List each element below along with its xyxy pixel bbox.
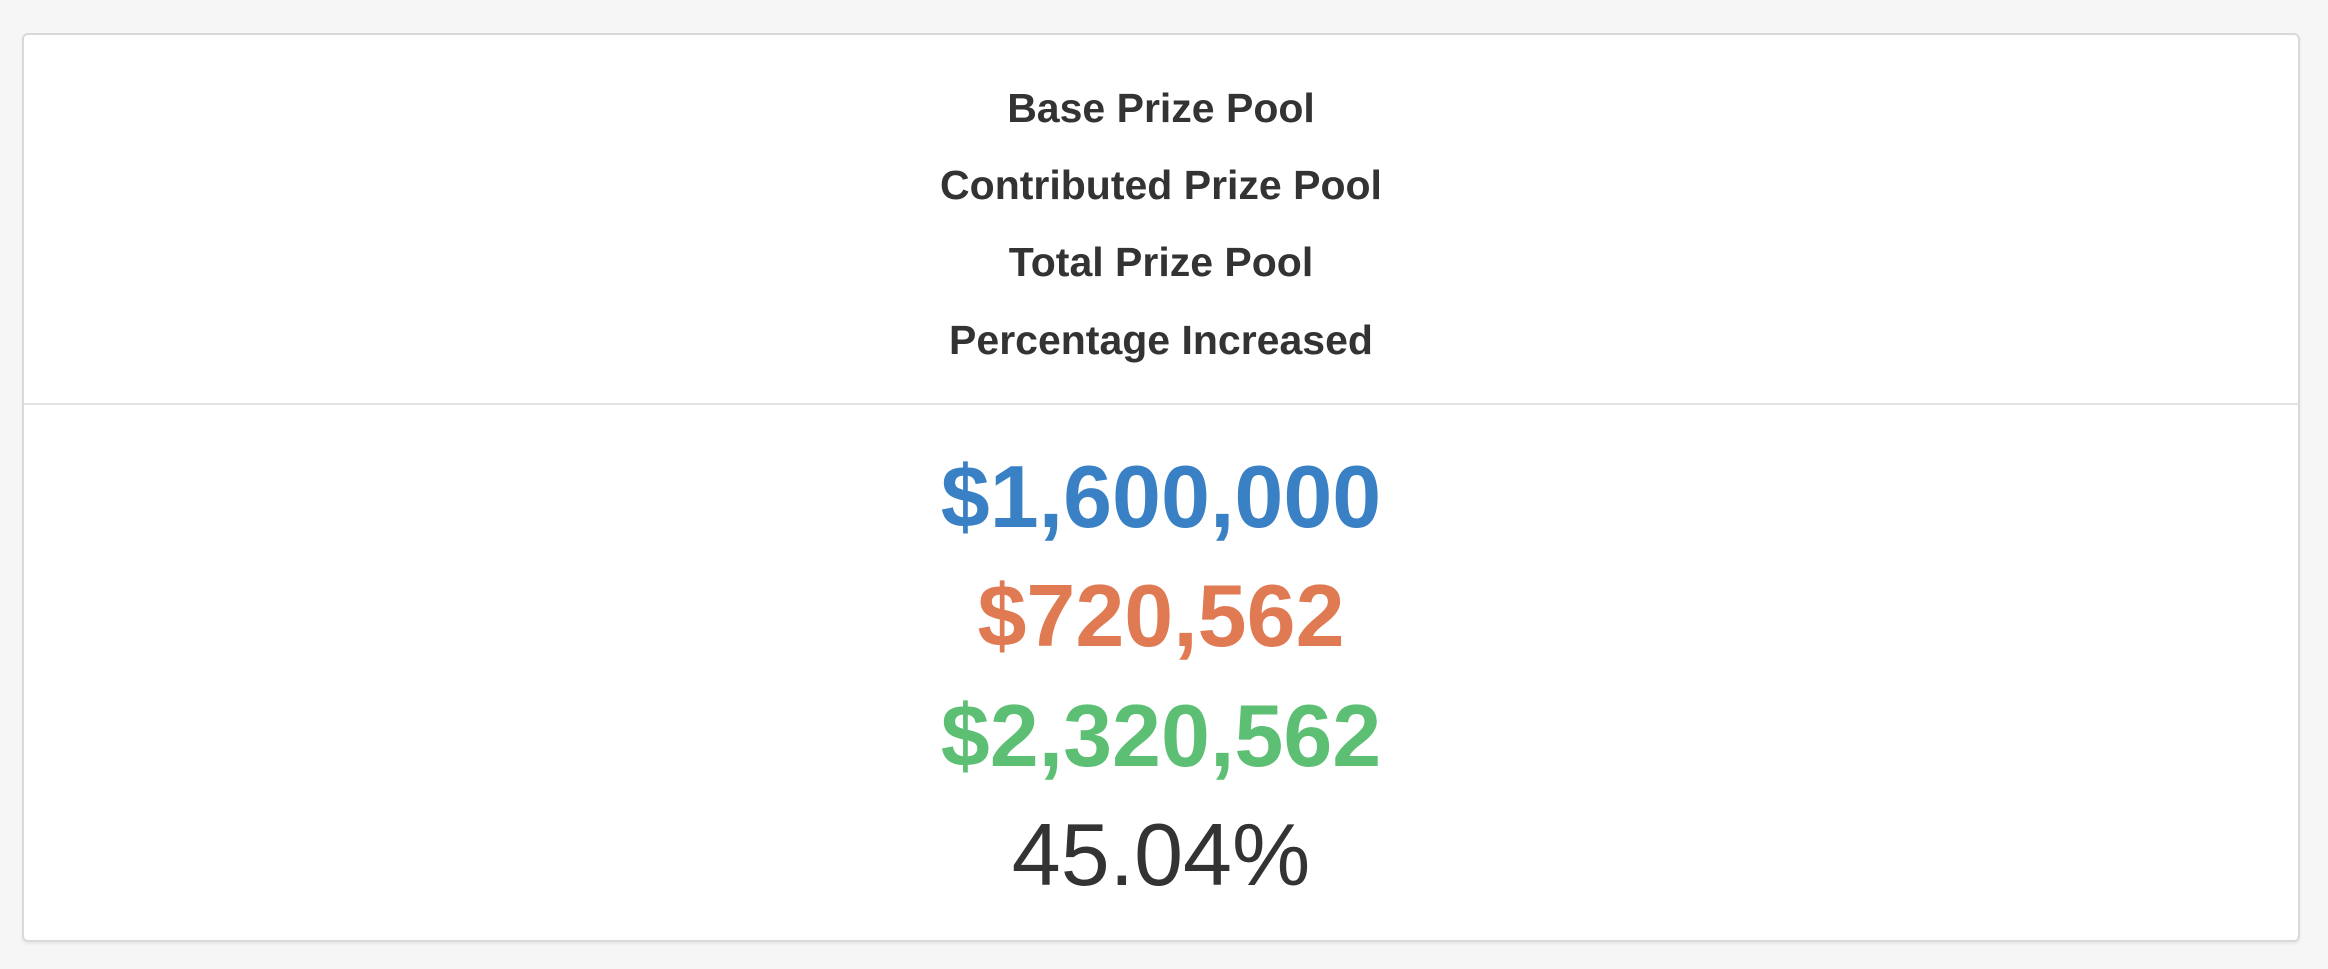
contributed-prize-pool-value: $720,562 [977,566,1345,665]
contributed-prize-pool-label: Contributed Prize Pool [940,162,1382,208]
percentage-increased-value: 45.04% [1011,805,1311,904]
prize-pool-panel: Base Prize Pool Contributed Prize Pool T… [22,33,2300,942]
prize-pool-values: $1,600,000 $720,562 $2,320,562 45.04% [24,405,2298,940]
percentage-increased-label: Percentage Increased [949,317,1373,363]
base-prize-pool-value: $1,600,000 [940,447,1382,546]
prize-pool-labels: Base Prize Pool Contributed Prize Pool T… [24,35,2298,405]
total-prize-pool-value: $2,320,562 [940,686,1382,785]
total-prize-pool-label: Total Prize Pool [1008,239,1314,285]
base-prize-pool-label: Base Prize Pool [1007,85,1315,131]
